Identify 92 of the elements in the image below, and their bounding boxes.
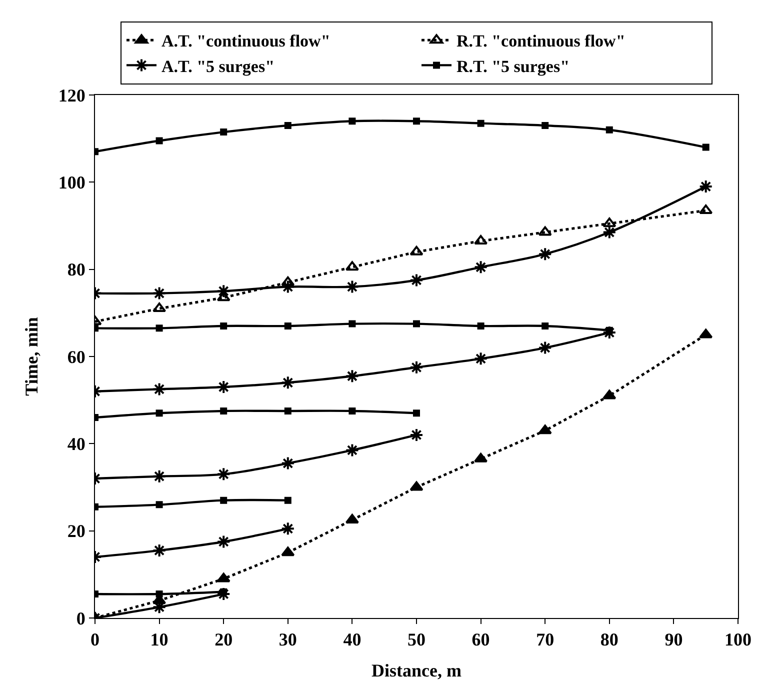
point — [606, 126, 613, 134]
point — [152, 382, 166, 396]
point — [280, 522, 295, 536]
point — [602, 390, 616, 400]
x-axis-title: Distance, m — [372, 660, 462, 681]
point — [216, 587, 231, 602]
point — [410, 360, 424, 374]
point — [413, 410, 420, 417]
x-tick-label: 100 — [724, 630, 752, 650]
x-tick-label: 50 — [408, 630, 426, 650]
point — [220, 128, 228, 136]
point — [410, 481, 424, 491]
y-tick-label: 0 — [76, 608, 86, 628]
point — [410, 246, 424, 256]
x-tick-label: 20 — [214, 630, 233, 650]
point — [281, 546, 295, 556]
point — [602, 326, 616, 340]
point — [413, 118, 420, 125]
y-tick-label: 100 — [58, 172, 86, 192]
point — [284, 122, 292, 130]
point — [413, 320, 420, 328]
legend-label: R.T. "5 surges" — [456, 56, 570, 76]
point — [156, 324, 163, 332]
point — [538, 424, 552, 434]
point — [345, 280, 360, 294]
point — [345, 443, 360, 458]
point — [216, 572, 230, 582]
point — [474, 352, 488, 366]
point — [156, 501, 163, 508]
point — [538, 226, 552, 236]
point — [602, 218, 616, 228]
point — [284, 407, 292, 414]
point — [156, 410, 163, 417]
y-axis-title: Time, min — [22, 317, 42, 396]
point — [280, 456, 295, 470]
x-tick-label: 70 — [536, 630, 554, 650]
y-tick-label: 20 — [67, 521, 86, 542]
point — [156, 590, 163, 598]
point — [220, 496, 228, 504]
point — [538, 340, 552, 355]
point — [216, 467, 231, 482]
point — [410, 273, 424, 288]
x-tick-label: 80 — [600, 630, 618, 650]
point — [220, 322, 228, 330]
x-tick-label: 60 — [472, 630, 490, 650]
point — [220, 588, 228, 596]
point — [542, 322, 549, 330]
point — [152, 286, 166, 300]
point — [220, 407, 228, 414]
x-tick-label: 90 — [664, 630, 683, 650]
point — [216, 284, 231, 298]
point — [538, 247, 552, 262]
y-tick-label: 60 — [67, 346, 86, 367]
point — [280, 280, 295, 294]
point — [410, 428, 424, 442]
point — [284, 322, 292, 330]
point — [477, 120, 484, 127]
point — [216, 292, 230, 302]
x-tick-label: 10 — [150, 630, 168, 650]
point — [281, 276, 295, 286]
legend-label: A.T. "continuous flow" — [162, 32, 330, 51]
point — [280, 376, 295, 390]
point — [152, 543, 166, 558]
point — [216, 380, 231, 394]
point — [348, 407, 356, 414]
point — [345, 261, 359, 271]
point — [698, 180, 713, 194]
point — [345, 369, 360, 384]
y-tick-label: 40 — [67, 434, 86, 454]
point — [216, 534, 231, 549]
point — [284, 496, 292, 504]
point — [156, 137, 163, 144]
point — [152, 469, 166, 484]
point — [348, 118, 356, 125]
y-tick-label: 80 — [67, 260, 86, 280]
point — [699, 328, 713, 338]
point — [348, 320, 356, 328]
point — [477, 322, 484, 330]
legend-label: A.T. "5 surges" — [162, 56, 275, 76]
point — [474, 260, 488, 274]
point — [345, 514, 359, 524]
point — [542, 122, 549, 130]
y-tick-label: 120 — [58, 85, 86, 106]
point — [474, 452, 488, 462]
point — [702, 144, 710, 151]
legend-label: R.T. "continuous flow" — [456, 32, 626, 51]
point — [152, 302, 166, 312]
point — [602, 225, 616, 240]
x-tick-label: 0 — [90, 630, 100, 650]
point — [606, 326, 613, 334]
x-tick-label: 30 — [278, 630, 297, 650]
x-tick-label: 40 — [343, 630, 362, 650]
